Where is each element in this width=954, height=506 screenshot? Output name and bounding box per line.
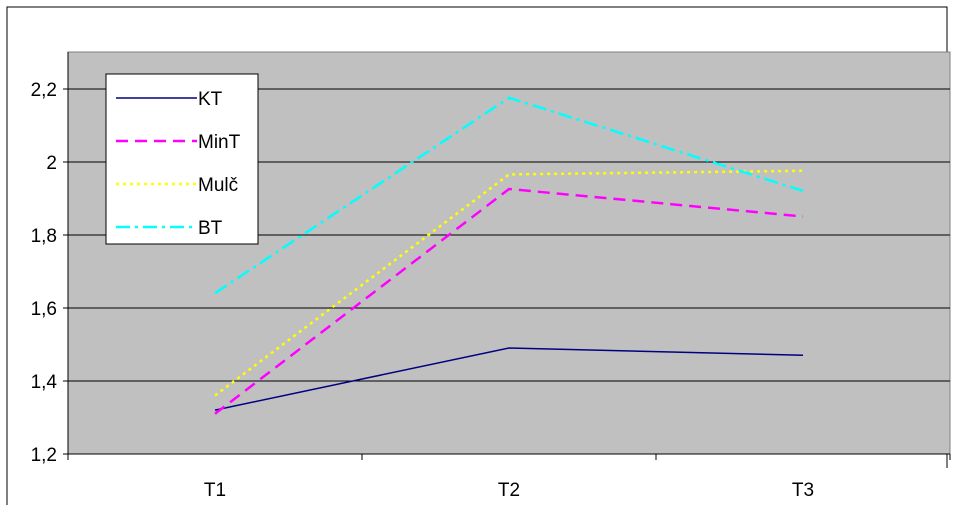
legend-box [105,73,259,245]
x-tick-label: T3 [792,480,814,501]
x-axis-ticks: T1 T2 T3 [67,454,951,501]
series-line-kt [214,347,804,411]
legend: KT MinT Mulč BT [105,73,259,245]
y-tick-label: 1,8 [31,226,57,247]
series-line-mint [214,187,804,415]
legend-label: KT [198,89,223,110]
y-tick-label: 2 [46,153,57,174]
y-tick-label: 2,2 [31,80,57,101]
legend-label: MinT [198,132,241,153]
axes [67,52,950,455]
series-line-bt [214,96,804,295]
x-tick-label: T2 [498,480,520,501]
x-tick-label: T1 [204,480,226,501]
y-axis-ticks: 1,2 1,4 1,6 1,8 2 2,2 [31,80,68,466]
legend-label: Mulč [198,175,238,196]
y-tick-label: 1,2 [31,445,57,466]
y-tick-label: 1,4 [31,372,58,393]
legend-label: BT [198,218,223,239]
y-tick-label: 1,6 [31,299,57,320]
series-lines [214,96,804,415]
